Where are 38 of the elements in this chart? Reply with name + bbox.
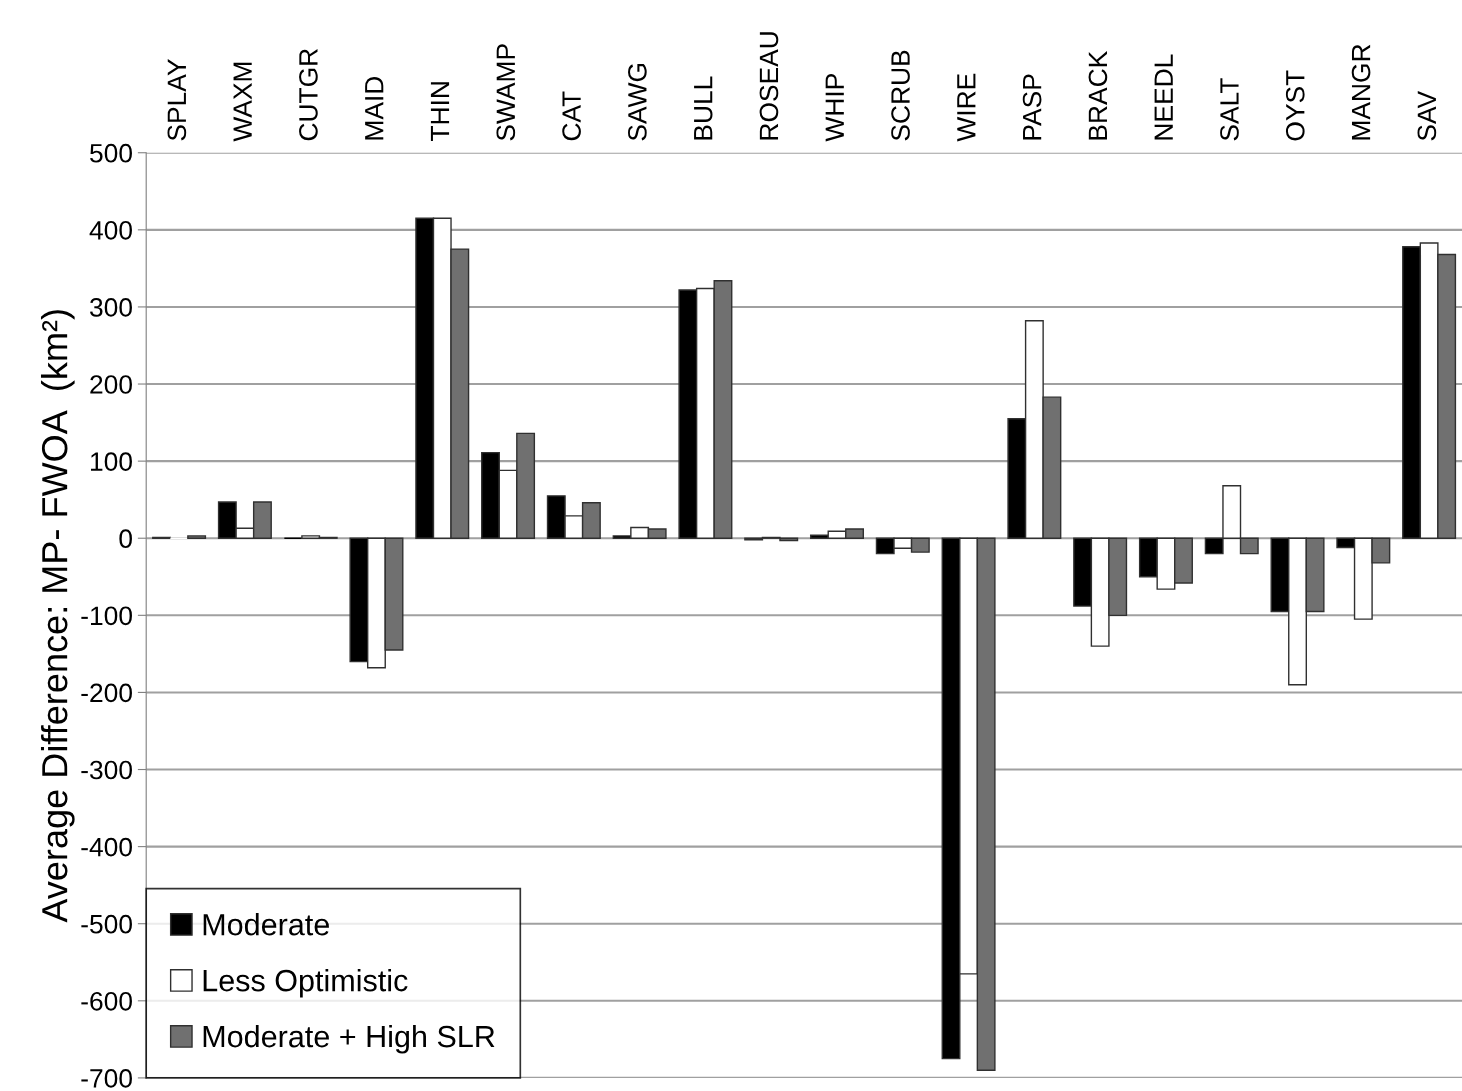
x-tick-label: MAID (365, 76, 384, 140)
x-tick-label: SALT (1220, 78, 1239, 141)
legend-label: Less Optimistic (203, 969, 408, 998)
y-tick-label: 0 (119, 529, 132, 549)
x-tick-label: SAWG (628, 63, 647, 141)
y-tick-label: -200 (81, 683, 132, 703)
y-tick-label: 200 (90, 375, 132, 394)
x-tick-label: WHIP (825, 74, 844, 142)
y-tick-label: -500 (81, 914, 132, 934)
y-tick-label: 300 (89, 298, 132, 317)
legend-label: Moderate (203, 913, 329, 936)
x-tick-label: SCRUB (891, 50, 910, 141)
y-tick-label: 400 (89, 220, 132, 240)
x-tick-label: SWAMP (496, 44, 516, 141)
x-tick-label: CUTGR (299, 49, 318, 141)
x-tick-label: SAV (1417, 90, 1437, 141)
y-tick-label: 500 (90, 143, 132, 163)
y-tick-label: 100 (90, 452, 132, 471)
y-tick-label: -400 (81, 837, 132, 857)
x-tick-label: SPLAY (167, 59, 187, 141)
y-tick-label: -300 (81, 760, 132, 780)
x-tick-label: MANGR (1351, 44, 1371, 140)
x-tick-label: ROSEAU (759, 32, 779, 140)
y-tick-label: -100 (81, 606, 132, 626)
y-tick-label: -700 (81, 1069, 132, 1088)
y-axis-title: Average Difference: MP- FWOA (km²) (40, 310, 75, 923)
x-tick-label: CAT (562, 91, 581, 141)
x-tick-label: NEEDL (1154, 54, 1173, 140)
x-tick-label: WAXM (233, 62, 252, 142)
x-tick-label: BULL (694, 76, 713, 140)
y-tick-label: -600 (81, 991, 132, 1011)
x-tick-label: OYST (1285, 70, 1305, 141)
legend-label: Moderate + High SLR (203, 1024, 495, 1054)
x-tick-label: THIN (430, 82, 450, 142)
x-tick-label: PASP (1022, 74, 1042, 140)
x-tick-label: BRACK (1088, 51, 1108, 140)
x-tick-label: WIRE (957, 73, 976, 142)
bar (187, 535, 207, 539)
